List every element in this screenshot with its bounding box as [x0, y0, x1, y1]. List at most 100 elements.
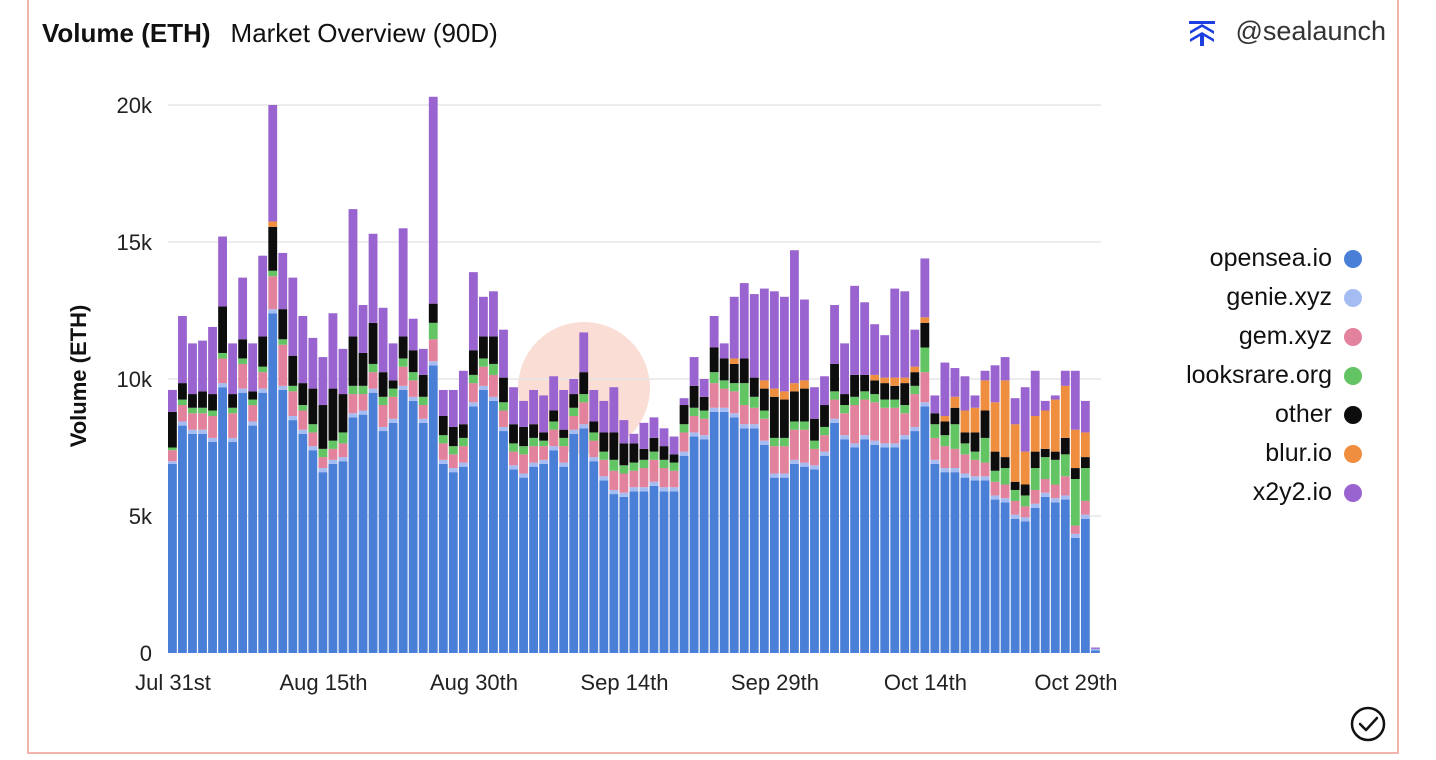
bar-segment-gem-xyz[interactable]: [739, 405, 749, 425]
bar-stack[interactable]: [689, 357, 699, 653]
bar-segment-gem-xyz[interactable]: [649, 459, 659, 482]
bar-segment-gem-xyz[interactable]: [519, 454, 528, 474]
bar-segment-x2y2-io[interactable]: [348, 209, 358, 337]
bar-segment-looksrare-org[interactable]: [920, 347, 930, 373]
bar-segment-looksrare-org[interactable]: [468, 374, 478, 384]
bar-segment-looksrare-org[interactable]: [579, 394, 589, 403]
bar-segment-x2y2-io[interactable]: [609, 387, 619, 433]
bar-segment-genie-xyz[interactable]: [1030, 503, 1040, 508]
bar-segment-gem-xyz[interactable]: [358, 394, 368, 411]
bar-segment-x2y2-io[interactable]: [689, 357, 699, 386]
bar-stack[interactable]: [629, 433, 639, 653]
bar-stack[interactable]: [198, 340, 207, 653]
bar-segment-opensea-io[interactable]: [428, 365, 438, 653]
bar-segment-genie-xyz[interactable]: [348, 413, 358, 418]
bar-segment-genie-xyz[interactable]: [820, 451, 829, 456]
bar-segment-x2y2-io[interactable]: [479, 296, 488, 337]
bar-segment-looksrare-org[interactable]: [759, 410, 769, 419]
bar-segment-genie-xyz[interactable]: [940, 468, 950, 473]
bar-segment-other[interactable]: [539, 432, 549, 441]
bar-segment-x2y2-io[interactable]: [519, 400, 528, 427]
bar-segment-opensea-io[interactable]: [559, 466, 569, 653]
bar-segment-x2y2-io[interactable]: [499, 329, 508, 378]
bar-segment-looksrare-org[interactable]: [830, 391, 839, 400]
bar-segment-looksrare-org[interactable]: [850, 396, 860, 406]
bar-segment-genie-xyz[interactable]: [980, 476, 990, 481]
bar-segment-genie-xyz[interactable]: [589, 457, 599, 462]
bar-segment-opensea-io[interactable]: [468, 406, 478, 653]
bar-segment-blur-io[interactable]: [1070, 429, 1080, 469]
bar-segment-looksrare-org[interactable]: [870, 394, 880, 403]
bar-segment-opensea-io[interactable]: [729, 417, 739, 653]
bar-stack[interactable]: [398, 228, 408, 653]
bar-segment-genie-xyz[interactable]: [1080, 514, 1090, 519]
bar-segment-genie-xyz[interactable]: [579, 424, 589, 429]
bar-stack[interactable]: [539, 395, 549, 653]
bar-segment-x2y2-io[interactable]: [238, 277, 248, 340]
bar-segment-looksrare-org[interactable]: [368, 363, 378, 373]
bar-segment-looksrare-org[interactable]: [358, 385, 368, 395]
bar-segment-other[interactable]: [920, 322, 930, 348]
bar-segment-other[interactable]: [679, 405, 689, 425]
bar-segment-gem-xyz[interactable]: [599, 459, 609, 477]
bar-segment-genie-xyz[interactable]: [920, 402, 930, 407]
bar-segment-x2y2-io[interactable]: [1060, 370, 1070, 386]
bar-segment-gem-xyz[interactable]: [258, 372, 268, 389]
bar-segment-opensea-io[interactable]: [800, 466, 809, 653]
bar-segment-looksrare-org[interactable]: [719, 380, 729, 389]
bar-segment-gem-xyz[interactable]: [920, 372, 930, 403]
bar-segment-blur-io[interactable]: [1040, 410, 1050, 449]
bar-segment-opensea-io[interactable]: [258, 392, 268, 653]
bar-segment-opensea-io[interactable]: [539, 463, 549, 653]
bar-segment-opensea-io[interactable]: [619, 496, 629, 653]
bar-segment-gem-xyz[interactable]: [458, 446, 468, 463]
bar-segment-other[interactable]: [529, 424, 538, 438]
bar-segment-other[interactable]: [288, 355, 298, 386]
bar-segment-x2y2-io[interactable]: [539, 395, 549, 433]
bar-segment-genie-xyz[interactable]: [1050, 498, 1060, 503]
bar-segment-x2y2-io[interactable]: [960, 376, 970, 411]
bar-segment-other[interactable]: [368, 322, 378, 364]
bar-stack[interactable]: [569, 379, 579, 653]
bar-stack[interactable]: [519, 400, 528, 653]
bar-segment-x2y2-io[interactable]: [769, 291, 779, 389]
bar-segment-blur-io[interactable]: [900, 377, 910, 384]
bar-segment-x2y2-io[interactable]: [699, 379, 709, 397]
bar-segment-other[interactable]: [669, 454, 679, 463]
bar-segment-gem-xyz[interactable]: [178, 405, 187, 422]
bar-segment-other[interactable]: [870, 380, 880, 395]
bar-segment-gem-xyz[interactable]: [719, 388, 729, 408]
brand-handle[interactable]: @sealaunch: [1235, 16, 1386, 46]
bar-segment-other[interactable]: [759, 388, 769, 411]
bar-segment-x2y2-io[interactable]: [749, 294, 759, 378]
bar-segment-genie-xyz[interactable]: [368, 388, 378, 393]
bar-stack[interactable]: [168, 389, 177, 653]
bar-segment-looksrare-org[interactable]: [509, 443, 518, 452]
bar-segment-opensea-io[interactable]: [709, 411, 719, 653]
bar-segment-blur-io[interactable]: [1000, 380, 1010, 458]
bar-segment-genie-xyz[interactable]: [428, 361, 438, 366]
bar-segment-x2y2-io[interactable]: [208, 326, 217, 395]
bar-segment-other[interactable]: [489, 336, 498, 364]
bar-segment-x2y2-io[interactable]: [378, 307, 388, 373]
bar-segment-other[interactable]: [238, 339, 248, 359]
bar-segment-x2y2-io[interactable]: [800, 299, 809, 381]
bar-segment-looksrare-org[interactable]: [689, 407, 699, 416]
bar-segment-opensea-io[interactable]: [248, 425, 258, 653]
bar-segment-other[interactable]: [268, 226, 278, 271]
bar-segment-x2y2-io[interactable]: [719, 343, 729, 359]
bar-segment-looksrare-org[interactable]: [499, 402, 508, 411]
bar-stack[interactable]: [1080, 400, 1090, 653]
legend-item[interactable]: opensea.io: [1210, 244, 1362, 273]
bar-segment-genie-xyz[interactable]: [850, 443, 860, 448]
bar-segment-gem-xyz[interactable]: [298, 410, 308, 430]
bar-stack[interactable]: [990, 365, 1000, 653]
bar-segment-opensea-io[interactable]: [850, 447, 860, 654]
bar-segment-x2y2-io[interactable]: [448, 389, 458, 427]
bar-segment-x2y2-io[interactable]: [1000, 357, 1010, 381]
bar-segment-gem-xyz[interactable]: [348, 394, 358, 414]
bar-segment-x2y2-io[interactable]: [990, 365, 1000, 403]
bar-segment-genie-xyz[interactable]: [318, 468, 328, 473]
bar-segment-opensea-io[interactable]: [358, 414, 368, 653]
bar-segment-x2y2-io[interactable]: [880, 335, 890, 378]
